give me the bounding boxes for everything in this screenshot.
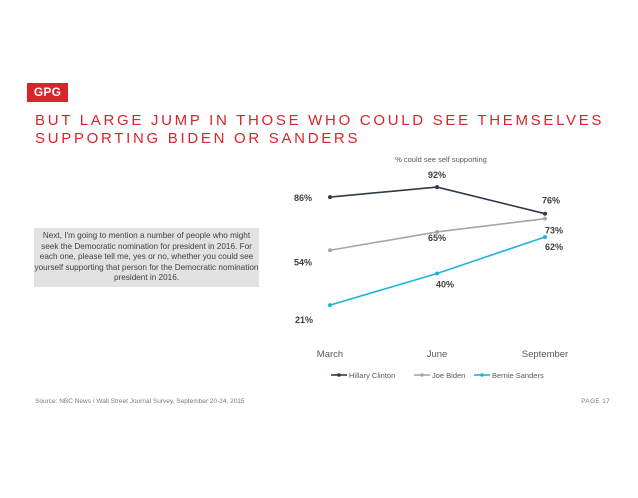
title-line-2: SUPPORTING BIDEN OR SANDERS bbox=[35, 130, 361, 147]
data-point-hillary-clinton-june bbox=[435, 185, 439, 190]
data-label: 65% bbox=[428, 233, 446, 243]
x-tick-label: June bbox=[427, 349, 448, 360]
x-tick-label: September bbox=[522, 349, 568, 360]
data-label: 86% bbox=[294, 193, 312, 203]
source-note: Source: NBC News / Wall Street Journal S… bbox=[35, 398, 245, 405]
chart-title: % could see self supporting bbox=[395, 155, 487, 164]
page-number: PAGE 17 bbox=[581, 398, 610, 405]
page-title: BUT LARGE JUMP IN THOSE WHO COULD SEE TH… bbox=[35, 112, 615, 148]
data-label: 54% bbox=[294, 257, 312, 267]
legend-label: Hillary Clinton bbox=[349, 371, 395, 380]
legend-marker bbox=[337, 373, 341, 377]
x-tick-label: March bbox=[317, 349, 343, 360]
data-label: 76% bbox=[542, 196, 560, 206]
data-point-joe-biden-march bbox=[328, 248, 332, 253]
series-line-bernie-sanders bbox=[329, 236, 546, 306]
data-label: 40% bbox=[436, 280, 454, 290]
legend-marker bbox=[480, 373, 484, 377]
data-point-bernie-sanders-june bbox=[435, 271, 439, 276]
data-label: 21% bbox=[295, 315, 313, 325]
legend-label: Bernie Sanders bbox=[492, 371, 544, 380]
data-point-bernie-sanders-march bbox=[328, 303, 332, 308]
gpg-logo: GPG bbox=[27, 83, 68, 102]
question-note: Next, I'm going to mention a number of p… bbox=[34, 228, 259, 287]
data-label: 92% bbox=[428, 170, 446, 180]
data-label: 73% bbox=[545, 226, 563, 236]
data-point-joe-biden-september bbox=[543, 216, 547, 221]
data-point-hillary-clinton-march bbox=[328, 195, 332, 200]
title-line-1: BUT LARGE JUMP IN THOSE WHO COULD SEE TH… bbox=[35, 112, 605, 129]
data-point-joe-biden-june bbox=[435, 229, 439, 234]
series-line-hillary-clinton bbox=[329, 186, 546, 215]
data-point-bernie-sanders-september bbox=[543, 234, 547, 239]
data-point-hillary-clinton-september bbox=[543, 211, 547, 216]
legend-label: Joe Biden bbox=[432, 371, 465, 380]
data-label: 62% bbox=[545, 242, 563, 252]
legend-marker bbox=[420, 373, 424, 377]
